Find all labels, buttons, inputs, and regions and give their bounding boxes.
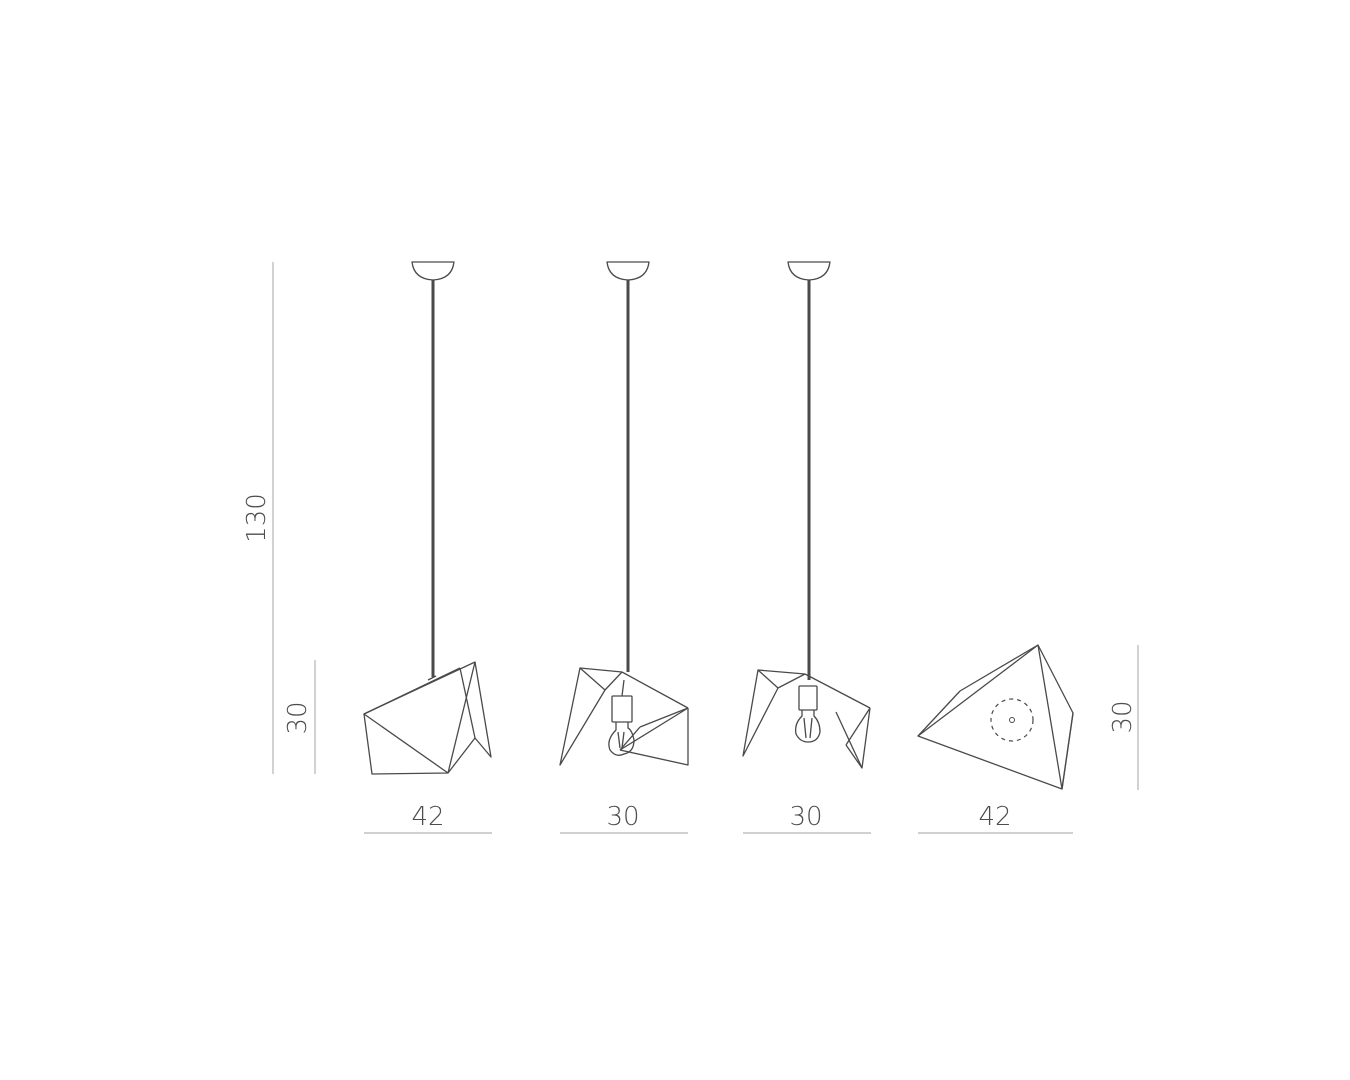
shade-1 (363, 661, 492, 775)
lamp-bottom-view (917, 644, 1074, 790)
bulb-hole-circle (990, 698, 1034, 742)
bulb-1 (608, 679, 635, 756)
shade-3 (742, 669, 871, 769)
total-height-label: 130 (242, 493, 272, 543)
width-label-4: 42 (978, 802, 1011, 832)
bulb-2 (794, 685, 821, 743)
width-label-3: 30 (789, 802, 822, 832)
center-point (1009, 717, 1015, 723)
width-label-2: 30 (606, 802, 639, 832)
lamp-front-view (363, 261, 492, 775)
canopy-2 (606, 261, 650, 281)
shade-2 (559, 667, 689, 766)
canopy-3 (787, 261, 831, 281)
left-shade-height-label: 30 (283, 701, 313, 734)
lamp-side-view-1 (559, 261, 689, 766)
width-label-1: 42 (411, 802, 444, 832)
right-shade-height-label: 30 (1108, 700, 1138, 733)
lamp-side-view-2 (742, 261, 871, 769)
canopy-1 (411, 261, 455, 281)
